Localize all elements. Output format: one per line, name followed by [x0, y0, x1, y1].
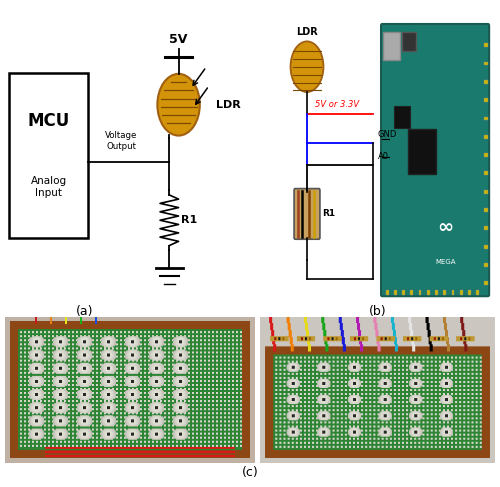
Text: 5V or 3.3V: 5V or 3.3V: [316, 99, 360, 109]
FancyBboxPatch shape: [294, 188, 320, 239]
Bar: [384, 32, 400, 60]
FancyBboxPatch shape: [381, 24, 489, 296]
Bar: [9, 73, 88, 238]
Bar: [484, 153, 488, 157]
Bar: [402, 290, 405, 295]
Bar: [484, 226, 488, 230]
Bar: [427, 290, 430, 295]
Bar: [484, 43, 488, 47]
Bar: [386, 290, 388, 295]
Bar: [460, 290, 462, 295]
Ellipse shape: [290, 41, 324, 92]
Bar: [484, 190, 488, 193]
Bar: [408, 129, 436, 173]
Bar: [402, 32, 416, 51]
Bar: [394, 290, 397, 295]
Bar: [484, 263, 488, 267]
Text: (a): (a): [76, 305, 93, 318]
Text: (c): (c): [242, 466, 258, 479]
Bar: [444, 290, 446, 295]
Text: R1: R1: [322, 209, 336, 218]
Bar: [394, 106, 410, 128]
Bar: [484, 116, 488, 120]
Bar: [484, 80, 488, 84]
Bar: [452, 290, 454, 295]
Bar: [484, 281, 488, 285]
Bar: [435, 290, 438, 295]
Text: GND: GND: [378, 130, 397, 139]
Text: LDR: LDR: [296, 27, 318, 37]
Bar: [484, 171, 488, 175]
Ellipse shape: [158, 74, 200, 135]
Text: R1: R1: [181, 215, 198, 225]
Bar: [484, 135, 488, 139]
Text: Voltage
Output: Voltage Output: [106, 131, 138, 150]
Text: A0: A0: [378, 152, 388, 161]
Text: ∞: ∞: [438, 218, 454, 237]
Text: (b): (b): [368, 305, 386, 318]
Bar: [484, 244, 488, 248]
Text: MCU: MCU: [28, 112, 70, 130]
Bar: [484, 98, 488, 102]
Bar: [476, 290, 479, 295]
Bar: [468, 290, 471, 295]
Text: LDR: LDR: [216, 100, 240, 110]
Bar: [484, 61, 488, 65]
Bar: [410, 290, 413, 295]
Text: Analog
Input: Analog Input: [30, 176, 67, 198]
Bar: [418, 290, 422, 295]
Text: 5V: 5V: [170, 33, 188, 46]
Text: MEGA: MEGA: [436, 260, 456, 265]
Bar: [484, 208, 488, 212]
